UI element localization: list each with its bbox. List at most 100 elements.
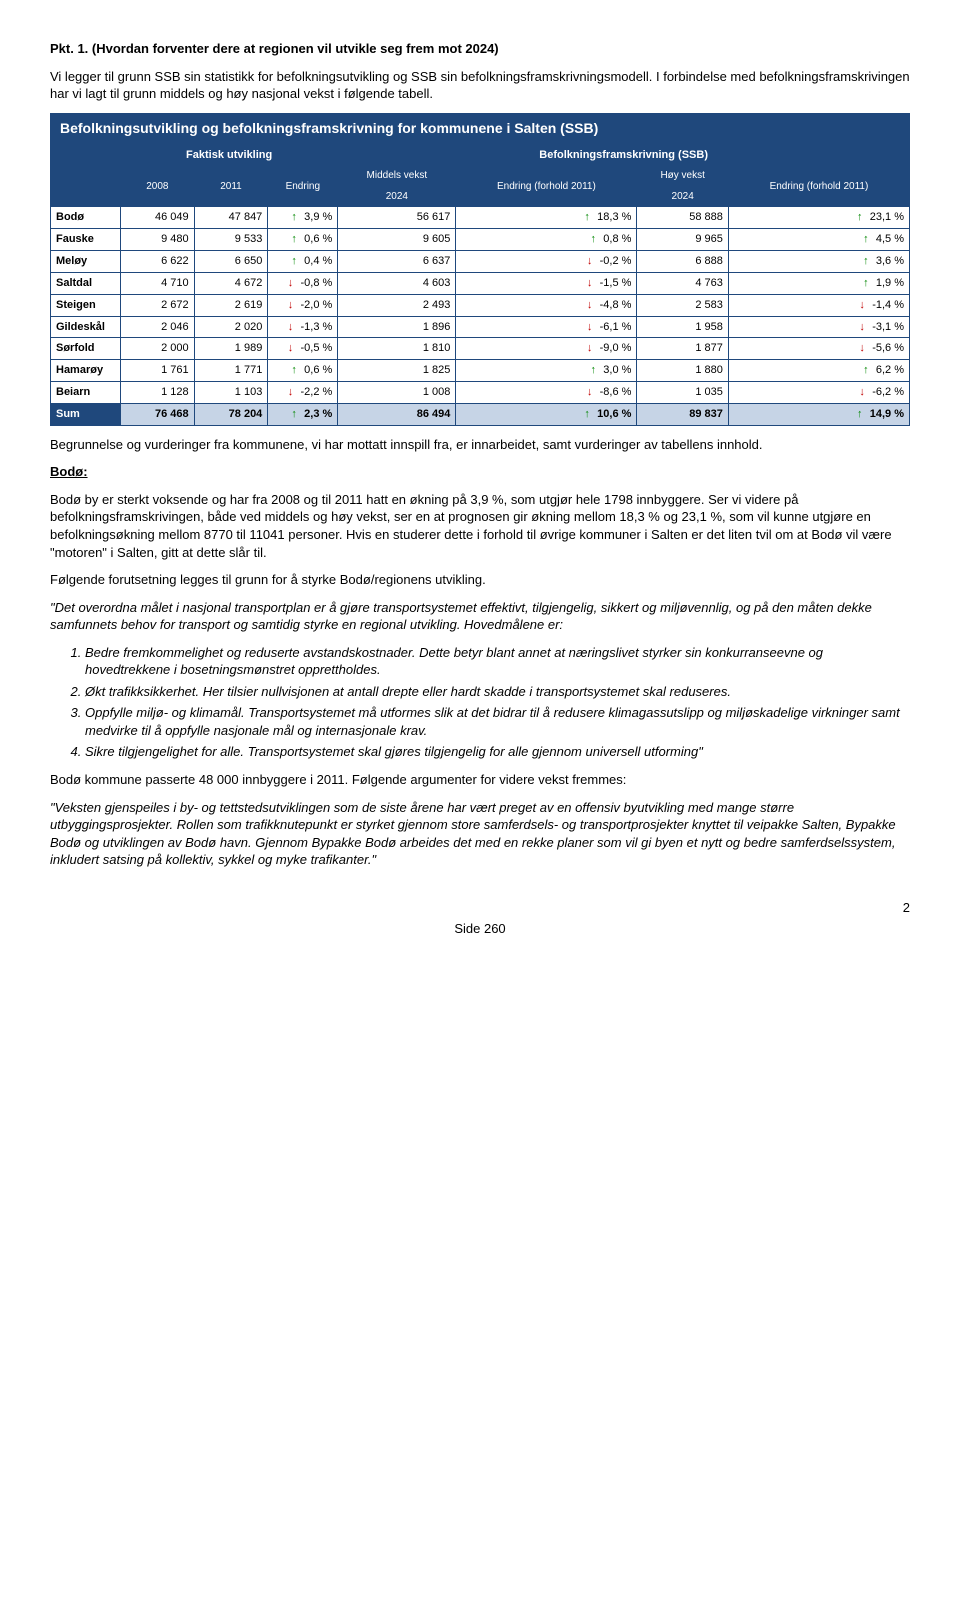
- table-row: Gildeskål2 0462 020↓ -1,3 %1 896↓ -6,1 %…: [51, 316, 910, 338]
- cell-endring: ↓ -1,3 %: [268, 316, 338, 338]
- arrow-down-icon: ↓: [283, 385, 297, 400]
- list-item: Økt trafikksikkerhet. Her tilsier nullvi…: [85, 683, 910, 701]
- cell-2008: 2 672: [121, 294, 195, 316]
- arrow-down-icon: ↓: [283, 320, 297, 335]
- cell-2008: 2 000: [121, 338, 195, 360]
- row-label: Gildeskål: [51, 316, 121, 338]
- cell-2008: 76 468: [121, 403, 195, 425]
- page-number: 2: [50, 899, 910, 917]
- bodo-p3: Bodø kommune passerte 48 000 innbyggere …: [50, 771, 910, 789]
- cell-h-endring: ↑ 3,6 %: [728, 251, 909, 273]
- table-row: Saltdal4 7104 672↓ -0,8 %4 603↓ -1,5 %4 …: [51, 272, 910, 294]
- arrow-up-icon: ↑: [859, 276, 873, 291]
- cell-m2024: 86 494: [338, 403, 456, 425]
- row-label: Saltdal: [51, 272, 121, 294]
- cell-m2024: 1 896: [338, 316, 456, 338]
- cell-m2024: 1 825: [338, 360, 456, 382]
- arrow-down-icon: ↓: [283, 341, 297, 356]
- cell-m-endring: ↑ 10,6 %: [456, 403, 637, 425]
- arrow-down-icon: ↓: [583, 276, 597, 291]
- cell-endring: ↑ 2,3 %: [268, 403, 338, 425]
- arrow-down-icon: ↓: [855, 320, 869, 335]
- header-faktisk: Faktisk utvikling: [121, 144, 338, 166]
- arrow-down-icon: ↓: [283, 276, 297, 291]
- after-table-paragraph: Begrunnelse og vurderinger fra kommunene…: [50, 436, 910, 454]
- cell-h-endring: ↑ 14,9 %: [728, 403, 909, 425]
- header-middels: Middels vekst: [338, 166, 456, 187]
- header-endring: Endring: [268, 166, 338, 207]
- cell-endring: ↑ 0,6 %: [268, 360, 338, 382]
- cell-m-endring: ↑ 18,3 %: [456, 207, 637, 229]
- cell-h2024: 6 888: [637, 251, 728, 273]
- cell-h-endring: ↓ -1,4 %: [728, 294, 909, 316]
- cell-endring: ↑ 3,9 %: [268, 207, 338, 229]
- header-2011: 2011: [194, 166, 268, 207]
- cell-endring: ↓ -2,2 %: [268, 382, 338, 404]
- arrow-down-icon: ↓: [583, 320, 597, 335]
- row-label: Hamarøy: [51, 360, 121, 382]
- cell-m-endring: ↑ 3,0 %: [456, 360, 637, 382]
- cell-h2024: 89 837: [637, 403, 728, 425]
- section-heading: Pkt. 1. (Hvordan forventer dere at regio…: [50, 40, 910, 58]
- cell-m-endring: ↓ -1,5 %: [456, 272, 637, 294]
- cell-2008: 46 049: [121, 207, 195, 229]
- table-row: Sum76 46878 204↑ 2,3 %86 494↑ 10,6 %89 8…: [51, 403, 910, 425]
- bodo-list: Bedre fremkommelighet og reduserte avsta…: [85, 644, 910, 761]
- cell-h2024: 4 763: [637, 272, 728, 294]
- arrow-down-icon: ↓: [583, 385, 597, 400]
- arrow-down-icon: ↓: [855, 341, 869, 356]
- cell-2008: 6 622: [121, 251, 195, 273]
- arrow-up-icon: ↑: [586, 363, 600, 378]
- bodo-quote2: "Veksten gjenspeiles i by- og tettstedsu…: [50, 799, 910, 869]
- arrow-down-icon: ↓: [855, 298, 869, 313]
- table-row: Beiarn1 1281 103↓ -2,2 %1 008↓ -8,6 %1 0…: [51, 382, 910, 404]
- cell-h-endring: ↑ 23,1 %: [728, 207, 909, 229]
- row-label: Sum: [51, 403, 121, 425]
- bodo-quote1: "Det overordna målet i nasjonal transpor…: [50, 599, 910, 634]
- cell-h-endring: ↓ -5,6 %: [728, 338, 909, 360]
- table-row: Bodø46 04947 847↑ 3,9 %56 617↑ 18,3 %58 …: [51, 207, 910, 229]
- arrow-down-icon: ↓: [855, 385, 869, 400]
- intro-paragraph: Vi legger til grunn SSB sin statistikk f…: [50, 68, 910, 103]
- cell-h-endring: ↑ 6,2 %: [728, 360, 909, 382]
- arrow-down-icon: ↓: [583, 341, 597, 356]
- population-table: Faktisk utvikling Befolkningsframskrivni…: [50, 144, 910, 426]
- cell-m2024: 4 603: [338, 272, 456, 294]
- cell-2011: 1 771: [194, 360, 268, 382]
- row-label: Steigen: [51, 294, 121, 316]
- cell-m2024: 9 605: [338, 229, 456, 251]
- header-endring-forhold-m: Endring (forhold 2011): [456, 166, 637, 207]
- cell-m-endring: ↓ -9,0 %: [456, 338, 637, 360]
- arrow-up-icon: ↑: [859, 254, 873, 269]
- cell-2011: 47 847: [194, 207, 268, 229]
- list-item: Sikre tilgjengelighet for alle. Transpor…: [85, 743, 910, 761]
- arrow-up-icon: ↑: [586, 232, 600, 247]
- cell-2011: 1 103: [194, 382, 268, 404]
- cell-endring: ↑ 0,4 %: [268, 251, 338, 273]
- cell-2011: 4 672: [194, 272, 268, 294]
- arrow-down-icon: ↓: [283, 298, 297, 313]
- cell-h2024: 1 877: [637, 338, 728, 360]
- header-endring-forhold-h: Endring (forhold 2011): [728, 166, 909, 207]
- cell-m2024: 2 493: [338, 294, 456, 316]
- table-row: Meløy6 6226 650↑ 0,4 %6 637↓ -0,2 %6 888…: [51, 251, 910, 273]
- cell-2008: 9 480: [121, 229, 195, 251]
- cell-h2024: 9 965: [637, 229, 728, 251]
- cell-h-endring: ↑ 4,5 %: [728, 229, 909, 251]
- cell-2011: 2 020: [194, 316, 268, 338]
- table-title: Befolkningsutvikling og befolkningsframs…: [50, 113, 910, 144]
- cell-h-endring: ↓ -3,1 %: [728, 316, 909, 338]
- header-m2024: 2024: [338, 186, 456, 207]
- cell-endring: ↑ 0,6 %: [268, 229, 338, 251]
- list-item: Bedre fremkommelighet og reduserte avsta…: [85, 644, 910, 679]
- cell-m-endring: ↓ -0,2 %: [456, 251, 637, 273]
- side-number: Side 260: [50, 920, 910, 938]
- bodo-p2: Følgende forutsetning legges til grunn f…: [50, 571, 910, 589]
- header-hoy: Høy vekst: [637, 166, 728, 187]
- table-row: Fauske9 4809 533↑ 0,6 %9 605↑ 0,8 %9 965…: [51, 229, 910, 251]
- cell-2011: 6 650: [194, 251, 268, 273]
- arrow-down-icon: ↓: [583, 254, 597, 269]
- table-row: Steigen2 6722 619↓ -2,0 %2 493↓ -4,8 %2 …: [51, 294, 910, 316]
- arrow-up-icon: ↑: [853, 210, 867, 225]
- cell-2008: 1 761: [121, 360, 195, 382]
